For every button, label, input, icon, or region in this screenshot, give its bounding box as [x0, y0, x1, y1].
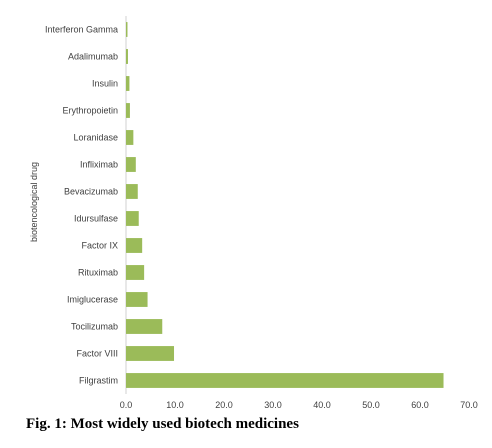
category-label: Filgrastim	[79, 376, 118, 386]
bar-infliximab	[126, 157, 136, 172]
category-label: Bevacizumab	[64, 187, 118, 197]
bar-insulin	[126, 76, 130, 91]
category-label: Infliximab	[80, 160, 118, 170]
bar-interferon-gamma	[126, 22, 128, 37]
bar-rituximab	[126, 265, 145, 280]
bar-filgrastim	[126, 373, 444, 388]
category-label: Loranidase	[73, 133, 118, 143]
x-tick-labels: 0.0 10.0 20.0 30.0 40.0 50.0 60.0 70.0	[120, 400, 478, 410]
category-label: Insulin	[92, 79, 118, 89]
bar-bevacizumab	[126, 184, 138, 199]
bars-group	[126, 22, 444, 388]
category-label: Idursulfase	[74, 214, 118, 224]
x-tick-label: 30.0	[264, 400, 282, 410]
bar-loranidase	[126, 130, 134, 145]
bar-factor-ix	[126, 238, 143, 253]
x-tick-label: 0.0	[120, 400, 133, 410]
category-labels: Interferon Gamma Adalimumab Insulin Erythro…	[45, 25, 118, 386]
category-label: Erythropoietin	[62, 106, 118, 116]
x-tick-label: 50.0	[362, 400, 380, 410]
bar-factor-viii	[126, 346, 175, 361]
x-tick-label: 20.0	[215, 400, 233, 410]
category-label: Tocilizumab	[71, 322, 118, 332]
figure-caption: Fig. 1: Most widely used biotech medicin…	[26, 416, 299, 432]
x-tick-label: 40.0	[313, 400, 331, 410]
category-label: Adalimumab	[68, 52, 118, 62]
x-tick-label: 70.0	[460, 400, 478, 410]
category-label: Imiglucerase	[67, 295, 118, 305]
category-label: Factor VIII	[76, 349, 118, 359]
bar-imiglucerase	[126, 292, 148, 307]
bar-erythropoietin	[126, 103, 130, 118]
category-label: Factor IX	[81, 241, 118, 251]
bar-tocilizumab	[126, 319, 163, 334]
bar-adalimumab	[126, 49, 128, 64]
bar-idursulfase	[126, 211, 139, 226]
category-label: Rituximab	[78, 268, 118, 278]
category-label: Interferon Gamma	[45, 25, 118, 35]
y-axis-title: biotencological drug	[29, 162, 39, 242]
x-tick-label: 60.0	[411, 400, 429, 410]
x-tick-label: 10.0	[166, 400, 184, 410]
